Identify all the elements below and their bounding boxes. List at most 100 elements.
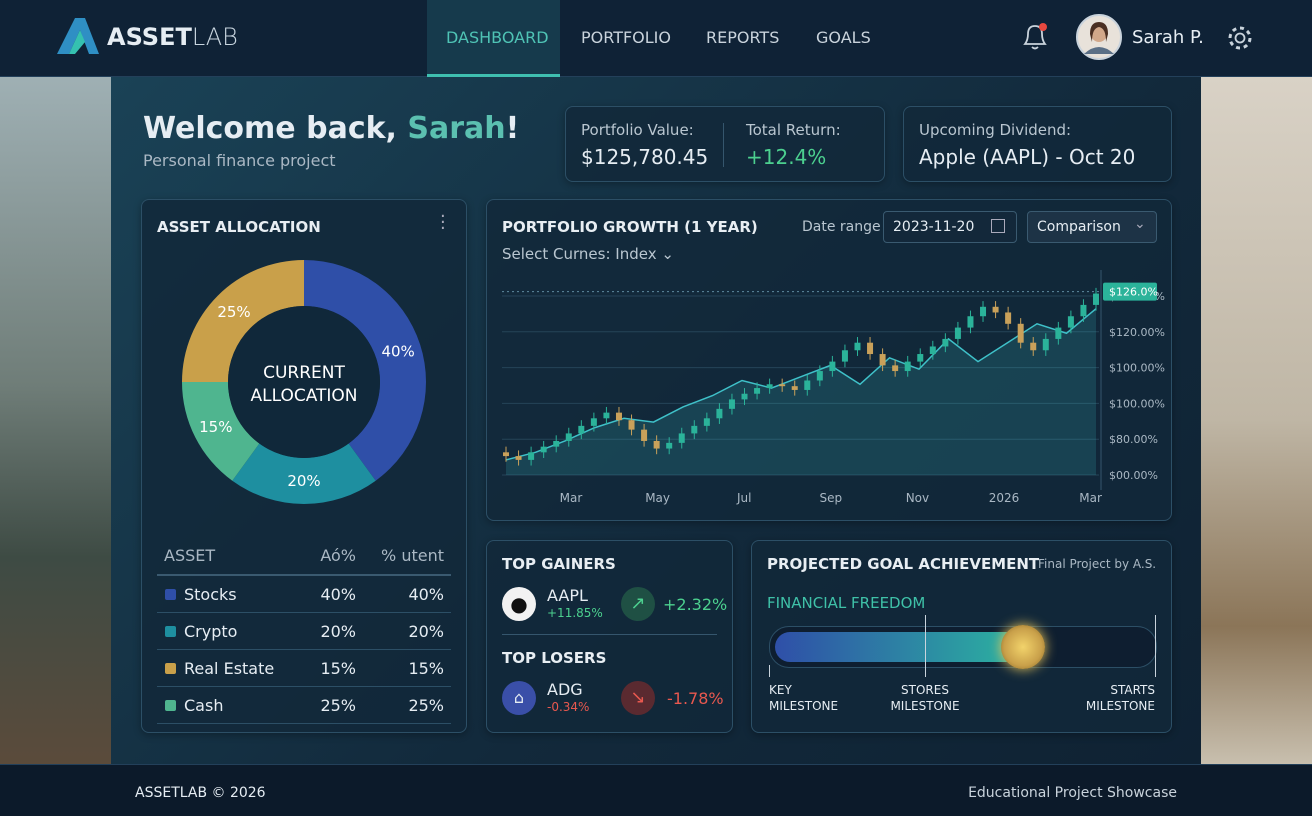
table-row: Real Estate 15% 15% bbox=[157, 650, 451, 687]
goal-name: FINANCIAL FREEDOM bbox=[767, 594, 926, 612]
candle-body bbox=[754, 388, 761, 394]
nav-item[interactable]: GOALS bbox=[816, 28, 871, 47]
swatch bbox=[165, 700, 176, 711]
donut-hole bbox=[228, 306, 380, 458]
allocation-table: ASSET Aó% % utent Stocks 40% 40% Crypto 20% 20% R… bbox=[157, 540, 451, 724]
candle-body bbox=[728, 399, 735, 409]
ticker-change: +11.85% bbox=[547, 606, 603, 620]
header: ASSETLAB DASHBOARD PORTFOLIO REPORTS GOA… bbox=[0, 0, 1312, 77]
milestone-line: STORES bbox=[901, 683, 949, 697]
divider bbox=[502, 634, 717, 635]
progress-knob bbox=[1001, 625, 1046, 669]
stat-label: Portfolio Value: bbox=[581, 121, 694, 139]
table-cell: 20% bbox=[320, 622, 356, 641]
growth-card: PORTFOLIO GROWTH (1 YEAR) Date range 202… bbox=[486, 199, 1172, 521]
center-label: ALLOCATION bbox=[250, 386, 357, 406]
candle-body bbox=[1067, 316, 1074, 328]
bell-icon[interactable] bbox=[1020, 20, 1050, 52]
nav-item[interactable]: PORTFOLIO bbox=[581, 28, 671, 47]
apple-logo: ● bbox=[502, 587, 536, 621]
series-select-label: Select Curnes: Index bbox=[502, 245, 657, 263]
x-tick-label: 2026 bbox=[989, 491, 1020, 505]
stat-label: Total Return: bbox=[746, 121, 841, 139]
stat-value: +12.4% bbox=[746, 145, 827, 169]
table-row: Cash 25% 25% bbox=[157, 687, 451, 724]
ticker: AAPL bbox=[547, 586, 588, 605]
header-cell: Aó% bbox=[320, 546, 356, 565]
table-cell: Real Estate bbox=[184, 659, 275, 678]
card-title: PORTFOLIO GROWTH (1 YEAR) bbox=[502, 218, 758, 236]
x-tick-label: Jul bbox=[736, 491, 751, 505]
donut-slice bbox=[182, 260, 304, 382]
card-title: TOP GAINERS bbox=[502, 555, 616, 573]
candle-body bbox=[615, 412, 622, 421]
candle-body bbox=[553, 440, 560, 447]
candle-body bbox=[829, 361, 836, 372]
allocation-card: ASSET ALLOCATION · · · 40% 20% 15% 25% CURRENT… bbox=[141, 199, 467, 733]
y-axis-label: $80.00% bbox=[1109, 433, 1158, 446]
date-input[interactable]: 2023-11-20 bbox=[883, 211, 1017, 243]
current-tag bbox=[1103, 282, 1157, 301]
table-cell: 15% bbox=[408, 659, 444, 678]
slice-label: 25% bbox=[217, 303, 250, 321]
candle-body bbox=[929, 346, 936, 355]
donut-chart: 40% 20% 15% 25% CURRENT ALLOCATION bbox=[182, 260, 426, 504]
daily-change: -1.78% bbox=[667, 689, 724, 708]
candle-body bbox=[1055, 327, 1062, 339]
x-tick-label: Sep bbox=[819, 491, 842, 505]
ticker-change: -0.34% bbox=[547, 700, 590, 714]
ticker: ADG bbox=[547, 680, 583, 699]
avatar[interactable] bbox=[1076, 14, 1122, 60]
candle-body bbox=[603, 412, 610, 419]
user-name[interactable]: Sarah P. bbox=[1132, 27, 1204, 48]
table-cell: 25% bbox=[408, 696, 444, 715]
table-cell: 15% bbox=[320, 659, 356, 678]
candle-body bbox=[841, 350, 848, 362]
table-cell: 40% bbox=[320, 585, 356, 604]
donut-slice bbox=[304, 260, 426, 481]
series-select[interactable]: Select Curnes: Index ⌄ bbox=[502, 245, 674, 263]
y-axis-label: $120.00% bbox=[1109, 326, 1165, 339]
candle-body bbox=[1093, 293, 1099, 305]
candle-body bbox=[917, 354, 924, 362]
candle-body bbox=[716, 408, 723, 419]
candle-body bbox=[954, 327, 961, 339]
slice-label: 20% bbox=[287, 472, 320, 490]
table-cell: Stocks bbox=[184, 585, 237, 604]
stat-label: Upcoming Dividend: bbox=[919, 121, 1072, 139]
candle-body bbox=[515, 456, 522, 460]
candle-body bbox=[641, 429, 648, 441]
movers-card: TOP GAINERS ● AAPL +11.85% ↗ +2.32% TOP … bbox=[486, 540, 733, 733]
milestone-label: STORES MILESTONE bbox=[870, 682, 980, 714]
nav-item[interactable]: REPORTS bbox=[706, 28, 780, 47]
nav-item[interactable]: DASHBOARD bbox=[446, 28, 549, 47]
header-cell: ASSET bbox=[164, 546, 216, 565]
x-tick-label: Mar bbox=[560, 491, 583, 505]
divider bbox=[723, 123, 724, 167]
menu-dots[interactable]: · · · bbox=[440, 206, 446, 239]
y-axis-label: $100.00% bbox=[1109, 362, 1165, 375]
candle-body bbox=[804, 380, 811, 390]
stat-value: Apple (AAPL) - Oct 20 bbox=[919, 145, 1136, 169]
y-axis-label: $00.00% bbox=[1109, 469, 1158, 482]
footer: ASSETLAB © 2026 Educational Project Show… bbox=[0, 764, 1312, 816]
candle-body bbox=[628, 420, 635, 430]
daily-change: +2.32% bbox=[663, 595, 728, 614]
milestone-line: MILESTONE bbox=[1085, 699, 1155, 713]
current-label: $126.0% bbox=[1109, 286, 1158, 299]
chevron: ⌄ bbox=[1134, 216, 1146, 232]
settings-icon[interactable] bbox=[1226, 24, 1254, 52]
comparison-select[interactable]: Comparison ⌄ bbox=[1027, 211, 1157, 243]
donut-slice bbox=[232, 443, 376, 504]
table-row: Crypto 20% 20% bbox=[157, 613, 451, 650]
candle-body bbox=[503, 452, 509, 457]
candle-body bbox=[691, 425, 698, 434]
progress-track bbox=[769, 625, 1157, 669]
welcome: Welcome back, Sarah! bbox=[143, 111, 519, 146]
center-label: CURRENT bbox=[263, 363, 345, 383]
candle-body bbox=[1030, 342, 1037, 351]
candle-body bbox=[741, 393, 748, 400]
calendar-icon bbox=[991, 219, 1005, 233]
photo-right bbox=[1201, 76, 1312, 764]
